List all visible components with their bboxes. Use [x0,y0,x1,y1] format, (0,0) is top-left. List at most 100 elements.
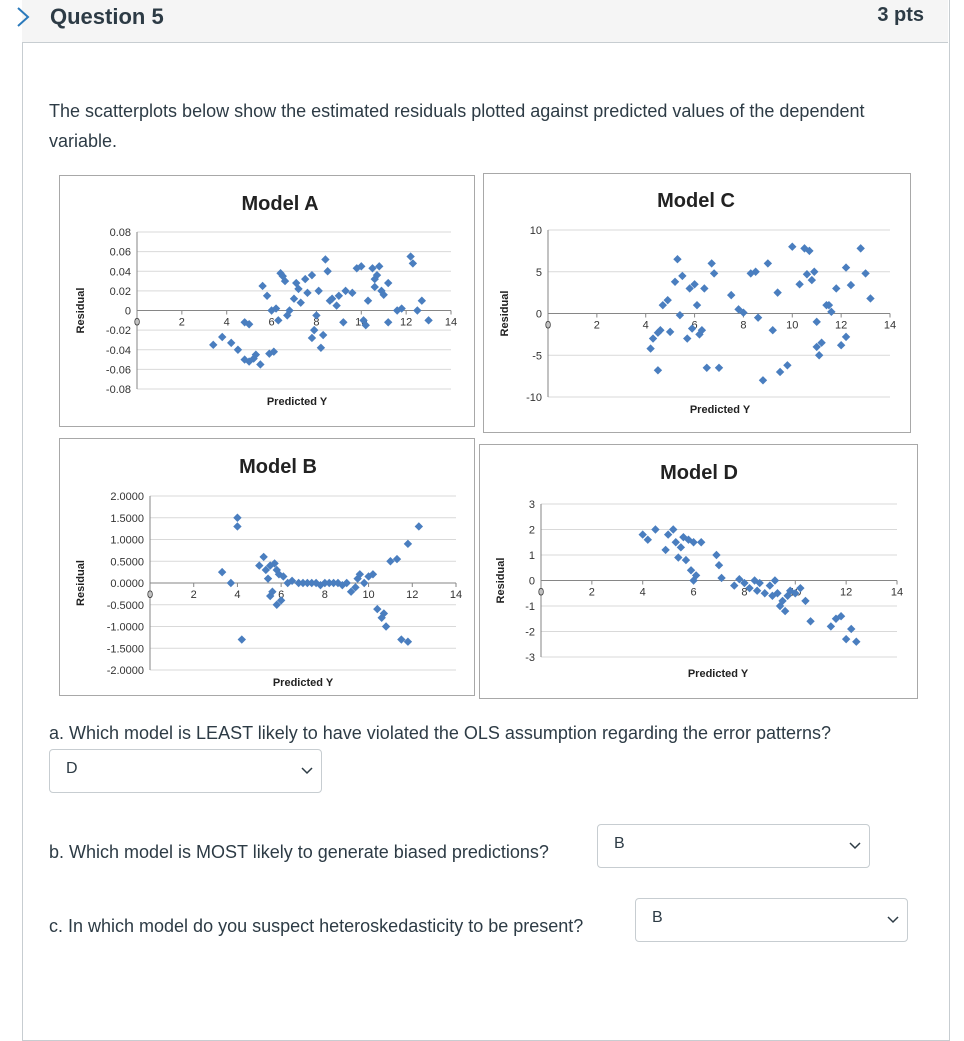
data-point [265,349,274,358]
question-b-text: b. Which model is MOST likely to generat… [49,842,549,862]
data-point [321,255,330,264]
data-point [368,264,377,273]
answer-b-select[interactable]: B [597,824,870,868]
data-point [814,351,824,360]
data-point [692,300,702,310]
y-tick-label: -5 [532,350,542,362]
data-point [258,281,267,291]
data-point [648,334,658,343]
answer-b-value: B [614,835,625,852]
data-point [707,259,716,268]
data-point [846,280,856,290]
data-point [384,278,393,288]
x-axis-label: Predicted Y [688,668,749,680]
y-tick-label: -0.06 [106,364,131,376]
data-point [689,538,698,547]
data-point [307,578,316,588]
data-point [765,581,775,590]
data-point [651,525,660,534]
data-point [773,589,782,598]
data-point [686,566,696,575]
data-point [763,259,773,268]
data-point [670,277,680,286]
data-point [262,291,272,300]
answer-c-select[interactable]: B [635,898,908,942]
data-point [303,578,312,588]
x-tick-label: 4 [643,320,649,332]
y-tick-label: 1.5000 [110,513,144,525]
x-tick-label: 4 [640,587,646,599]
data-point [714,363,724,372]
chevron-down-icon [849,842,861,850]
data-point [638,530,647,539]
data-point [780,606,790,616]
data-point [678,271,687,281]
data-point [856,244,865,253]
x-tick-label: 0 [147,589,153,601]
data-point [665,327,675,337]
y-tick-label: 1 [529,550,535,562]
x-tick-label: 10 [362,589,374,601]
data-point [334,291,344,300]
data-point [233,345,243,354]
y-tick-label: -0.08 [106,384,131,396]
data-point [363,296,373,305]
data-point [309,325,319,335]
x-tick-label: 12 [840,587,852,599]
data-point [218,332,227,342]
data-point [414,522,424,531]
x-tick-label: 2 [594,320,600,332]
data-point [697,538,706,547]
x-tick-label: 12 [835,320,847,332]
data-point [325,578,334,588]
data-point [209,340,218,350]
data-point [301,274,310,284]
question-title: Question 5 [50,4,164,29]
data-point [656,326,665,335]
question-header: Question 5 3 pts [17,0,948,43]
x-tick-label: 2 [191,589,197,601]
data-point [832,284,841,293]
x-tick-label: 6 [269,317,275,329]
data-point [316,343,326,352]
data-point [807,275,817,285]
y-tick-label: 0 [125,306,131,318]
data-point [775,367,785,377]
data-point [311,578,321,588]
data-point [812,317,821,327]
data-point [841,634,851,644]
data-point [381,622,391,631]
y-tick-label: -3 [525,652,535,664]
data-point [226,578,236,588]
y-tick-label: 0.0000 [110,578,144,590]
data-point [274,316,283,325]
y-axis-label: Residual [75,560,87,606]
data-point [298,578,308,588]
data-point [689,576,698,585]
data-point [314,286,323,296]
x-tick-label: 4 [234,589,240,601]
data-point [681,555,691,565]
answer-a-value: D [66,760,78,777]
data-point [817,338,826,347]
data-point [294,284,303,294]
data-point [240,318,249,327]
x-tick-label: 14 [891,587,903,599]
data-point [294,578,303,588]
data-point [397,304,406,313]
data-point [263,574,273,583]
x-axis-label: Predicted Y [273,677,334,689]
data-point [802,270,812,279]
answer-a-select[interactable]: D [49,749,322,793]
data-point [653,366,663,375]
chart-title: Model C [657,190,735,212]
data-point [360,578,369,588]
data-point [375,262,384,271]
data-point [348,288,357,298]
x-tick-label: 0 [134,317,140,329]
data-point [342,578,351,588]
y-tick-label: -0.04 [106,345,131,357]
data-point [217,567,227,577]
data-point [408,259,418,268]
